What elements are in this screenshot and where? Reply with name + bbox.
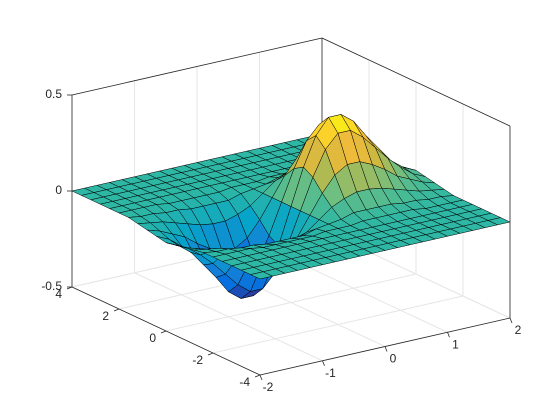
grid-line [212,295,464,354]
z-tick-label: 0 [55,183,62,197]
x-tick-label: 2 [515,323,522,337]
y-tick-label: 0 [149,331,156,345]
x-tick-label: 1 [452,337,459,351]
tick-mark [322,360,325,366]
x-tick-label: 0 [390,352,397,366]
tick-mark [259,374,263,381]
tick-mark [254,374,261,378]
tick-mark [113,308,120,312]
y-tick-label: 2 [102,309,109,323]
y-tick-label: -2 [192,353,203,367]
z-tick-label: 0.5 [45,87,62,101]
x-tick-label: -1 [325,366,336,380]
tick-mark [384,346,388,352]
y-tick-label: -4 [239,375,250,389]
tick-mark [447,332,450,338]
z-tick-label: -0.5 [41,279,62,293]
x-tick-label: -2 [263,380,274,394]
box-edge [321,37,511,127]
tick-mark [207,352,214,356]
surface-face [250,271,273,280]
y-tick-label: 4 [55,287,62,301]
box-edge [71,37,323,96]
tick-mark [160,330,167,334]
tick-mark [509,317,513,324]
grid-line [165,273,417,332]
